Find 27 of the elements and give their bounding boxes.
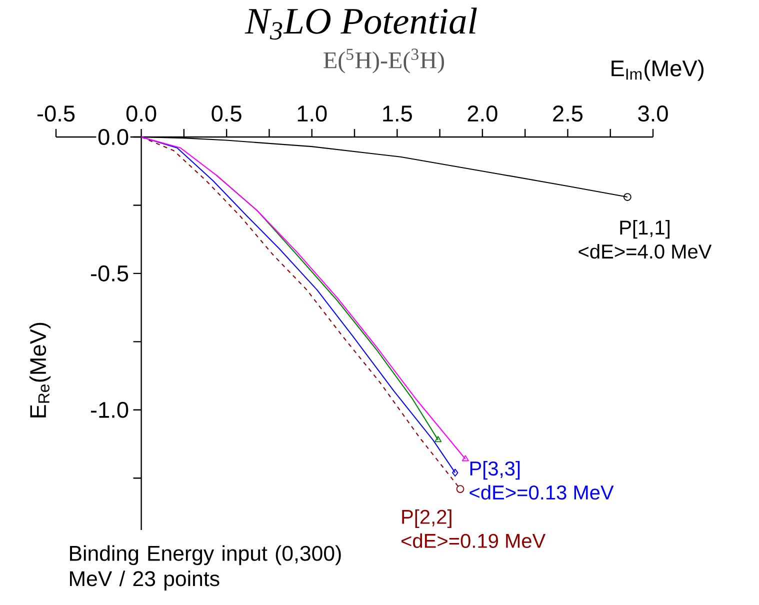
text: Binding Energy input (0,300) MeV / 23 points (70, 545, 341, 590)
y-tick-label: -1.0 (90, 402, 128, 418)
annotation: <dE>=0.19 MeV (402, 533, 546, 548)
x-tick-label: 2.0 (468, 106, 498, 122)
x-tick-label: 0.5 (212, 106, 242, 122)
y-tick-label: -0.5 (90, 265, 128, 282)
y-tick-label: 0.0 (98, 128, 128, 146)
point (456, 485, 464, 493)
annotation: <dE>=4.0 MeV (578, 244, 712, 259)
x-tick-label: 2.5 (553, 106, 583, 122)
series-label: P[3,3] (470, 460, 520, 480)
y-axis-title: E$_{Re}$(MeV) (29, 322, 51, 418)
point (462, 455, 469, 462)
point (452, 468, 458, 477)
chart-title: N$_{3}$LO Potential (244, 8, 477, 40)
x-axis-title: E$_{Im}$(MeV) (612, 60, 704, 81)
x-tick-label: -0.5 (37, 106, 75, 122)
series-label: P[1,1] (620, 220, 670, 239)
x-tick-label: 1.5 (383, 106, 412, 122)
point (623, 193, 632, 201)
x-tick-label: 3.0 (638, 106, 668, 122)
chart-subtitle: E($^{5}$H)-E($^{3}$H) (324, 48, 444, 74)
x-tick-label: 1.0 (298, 106, 327, 122)
point (434, 436, 442, 442)
annotation: <dE>=0.13 MeV (470, 484, 614, 500)
series-label: P[2,2] (402, 509, 452, 528)
x-tick-label: 0.0 (126, 106, 156, 122)
